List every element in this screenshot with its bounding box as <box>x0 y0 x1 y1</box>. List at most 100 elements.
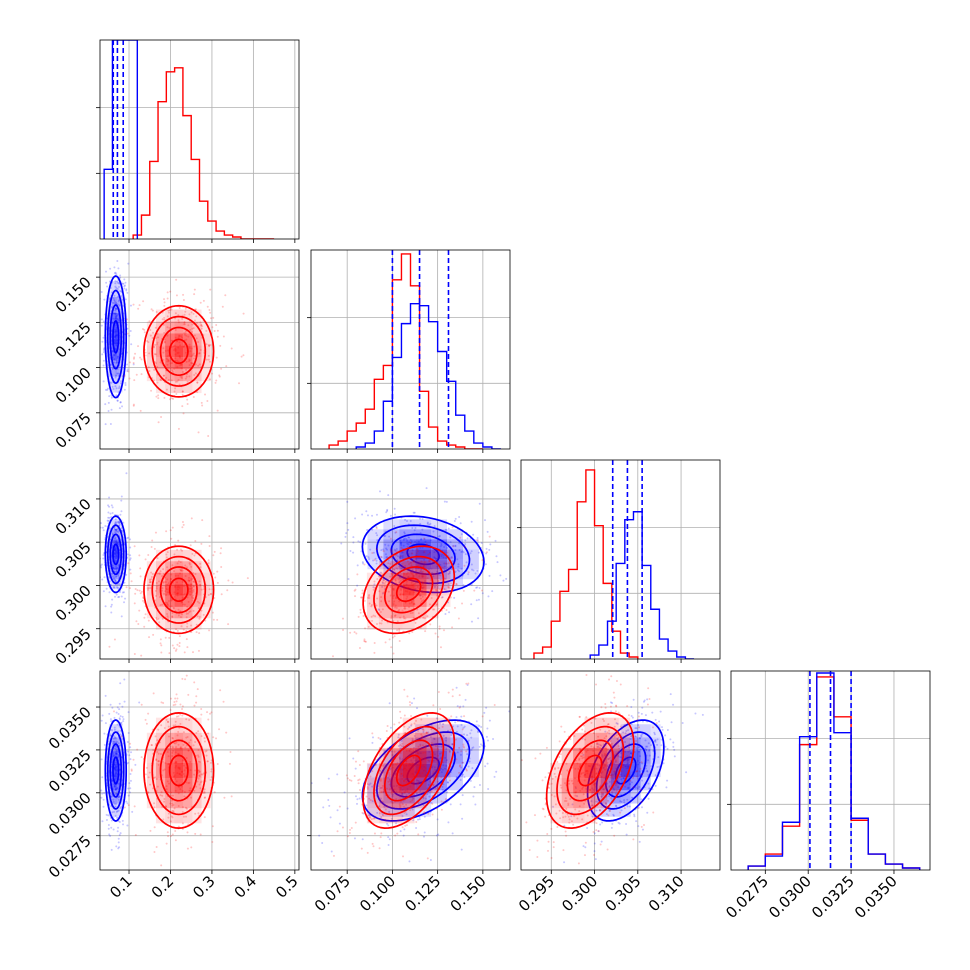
sample-point <box>496 561 499 564</box>
sample-point <box>624 756 627 759</box>
sample-point <box>401 562 404 565</box>
sample-point <box>113 716 116 719</box>
sample-point <box>137 345 140 348</box>
sample-point <box>124 298 127 301</box>
sample-point <box>112 742 115 745</box>
sample-point <box>359 541 362 544</box>
sample-point <box>468 760 471 763</box>
sample-point <box>167 378 170 381</box>
sample-point <box>422 728 425 731</box>
contour-level-2 <box>106 731 125 810</box>
sample-point <box>179 746 182 749</box>
sample-point <box>196 615 199 618</box>
sample-point <box>113 528 116 531</box>
sample-point <box>443 500 446 503</box>
sample-point <box>403 607 406 610</box>
sample-point <box>207 435 210 438</box>
sample-point <box>438 535 441 538</box>
sample-point <box>126 370 129 373</box>
sample-point <box>530 569 532 571</box>
sample-point <box>372 817 375 820</box>
sample-point <box>114 374 117 377</box>
sample-point <box>440 800 443 803</box>
sample-point <box>379 610 382 613</box>
sample-point <box>120 499 123 502</box>
sample-point <box>653 733 656 736</box>
sample-point <box>145 766 148 769</box>
sample-point <box>104 722 107 725</box>
sample-point <box>127 731 130 734</box>
sample-point <box>357 779 360 782</box>
sample-point <box>422 729 425 732</box>
sample-point <box>387 843 390 846</box>
sample-point <box>242 354 245 357</box>
sample-point <box>413 559 416 562</box>
sample-point <box>186 380 189 383</box>
sample-point <box>193 773 196 776</box>
sample-point <box>198 632 201 635</box>
sample-point <box>186 663 188 665</box>
sample-point <box>124 597 127 600</box>
sample-point <box>163 726 166 729</box>
density-bin <box>111 724 115 738</box>
sample-point <box>172 737 175 740</box>
sample-point <box>170 799 173 802</box>
sample-point <box>116 810 119 813</box>
sample-point <box>646 745 649 748</box>
sample-point <box>183 795 186 798</box>
sample-point <box>333 873 335 875</box>
density-series-0 <box>106 724 126 817</box>
sample-point <box>104 605 107 608</box>
sample-point <box>403 811 406 814</box>
sample-point <box>354 760 357 763</box>
sample-point <box>114 741 117 744</box>
sample-point <box>565 807 568 810</box>
sample-point <box>376 759 379 762</box>
sample-point <box>118 521 121 524</box>
sample-point <box>387 590 390 593</box>
sample-point <box>147 366 150 369</box>
sample-point <box>154 735 157 738</box>
sample-point <box>598 809 601 812</box>
sample-point <box>636 787 639 790</box>
sample-point <box>607 748 610 751</box>
sample-point <box>367 814 370 817</box>
sample-point <box>206 760 209 763</box>
sample-point <box>484 563 487 566</box>
sample-point <box>119 401 122 404</box>
density-bin <box>174 381 184 394</box>
sample-point <box>181 705 184 708</box>
sample-point <box>143 331 146 334</box>
sample-point <box>433 525 436 528</box>
sample-point <box>123 374 126 377</box>
sample-point <box>147 791 150 794</box>
sample-point <box>119 792 122 795</box>
sample-point <box>608 756 611 759</box>
sample-point <box>105 494 107 496</box>
sample-point <box>427 759 430 762</box>
sample-point <box>102 557 105 560</box>
sample-point <box>132 303 135 306</box>
sample-point <box>590 745 593 748</box>
sample-point <box>129 557 132 560</box>
sample-point <box>223 796 226 799</box>
sample-point <box>181 405 184 408</box>
sample-point <box>114 522 117 525</box>
sample-point <box>177 427 180 430</box>
sample-point <box>411 568 414 571</box>
sample-point <box>647 797 650 800</box>
sample-point <box>360 596 363 599</box>
sample-point <box>666 747 669 750</box>
sample-point <box>360 596 363 599</box>
contour-level-1 <box>390 743 456 798</box>
sample-point <box>371 514 374 517</box>
x-tick-label: 0.125 <box>401 872 444 915</box>
sample-point <box>450 582 453 585</box>
sample-point <box>194 740 197 743</box>
sample-point <box>177 804 180 807</box>
sample-point <box>111 598 114 601</box>
sample-point <box>681 721 684 724</box>
sample-point <box>120 735 123 738</box>
sample-point <box>411 808 414 811</box>
